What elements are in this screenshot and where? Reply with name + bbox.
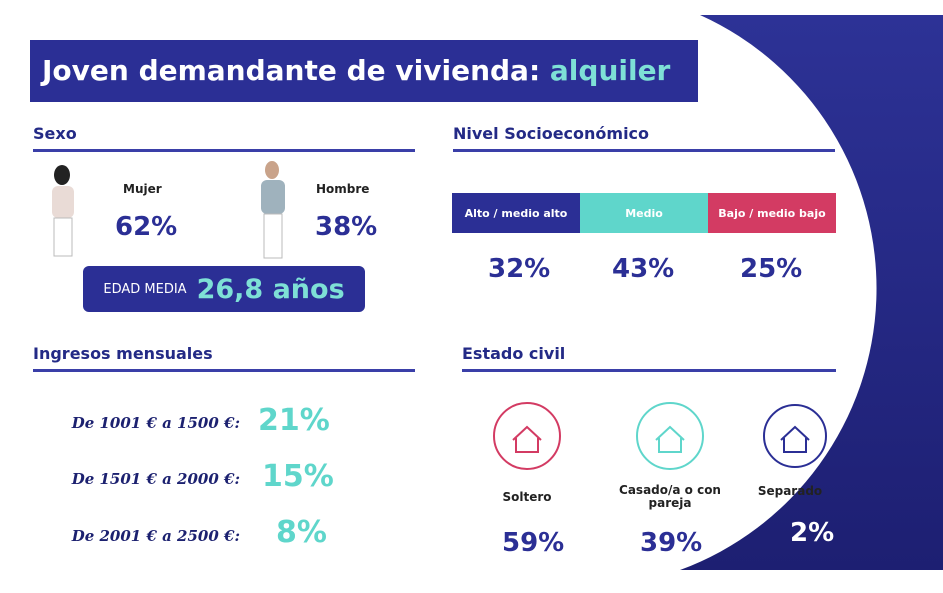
title-highlight: alquiler	[549, 54, 671, 87]
civil-label: Casado/a o con pareja	[619, 483, 721, 510]
section-heading: Ingresos mensuales	[33, 344, 415, 372]
segment-value: 32%	[488, 254, 551, 284]
title-main: Joven demandante de vivienda:	[42, 54, 541, 87]
income-value: 8%	[276, 515, 327, 550]
civil-value: 2%	[790, 518, 835, 548]
segment-label: Alto / medio alto	[452, 193, 580, 233]
segment-value: 25%	[740, 254, 803, 284]
woman-icon	[52, 165, 74, 257]
decorative-arc	[680, 15, 943, 570]
age-value: 26,8 años	[196, 273, 345, 305]
segment-value: 43%	[612, 254, 675, 284]
gender-label: Mujer	[123, 182, 162, 196]
house-icons	[493, 402, 827, 470]
age-label: EDAD MEDIA	[103, 281, 187, 297]
title: Joven demandante de vivienda: alquiler	[30, 40, 698, 102]
gender-value: 38%	[315, 212, 378, 242]
civil-label: Soltero	[502, 490, 552, 504]
civil-label: Separado	[757, 484, 823, 498]
section-heading: Sexo	[33, 124, 415, 152]
gender-value: 62%	[115, 212, 178, 242]
income-value: 21%	[258, 403, 330, 438]
civil-value: 39%	[640, 528, 703, 558]
income-label: De 1501 € a 2000 €:	[71, 470, 240, 488]
section-heading: Nivel Socioeconómico	[453, 124, 835, 152]
segment-label: Bajo / medio bajo	[708, 193, 836, 233]
gender-label: Hombre	[316, 182, 370, 196]
income-label: De 2001 € a 2500 €:	[71, 527, 240, 545]
man-icon	[261, 161, 285, 259]
income-value: 15%	[262, 459, 334, 494]
income-label: De 1001 € a 1500 €:	[71, 414, 240, 432]
section-heading: Estado civil	[462, 344, 836, 372]
segment-label: Medio	[580, 193, 708, 233]
civil-value: 59%	[502, 528, 565, 558]
age-box: EDAD MEDIA 26,8 años	[83, 266, 365, 312]
